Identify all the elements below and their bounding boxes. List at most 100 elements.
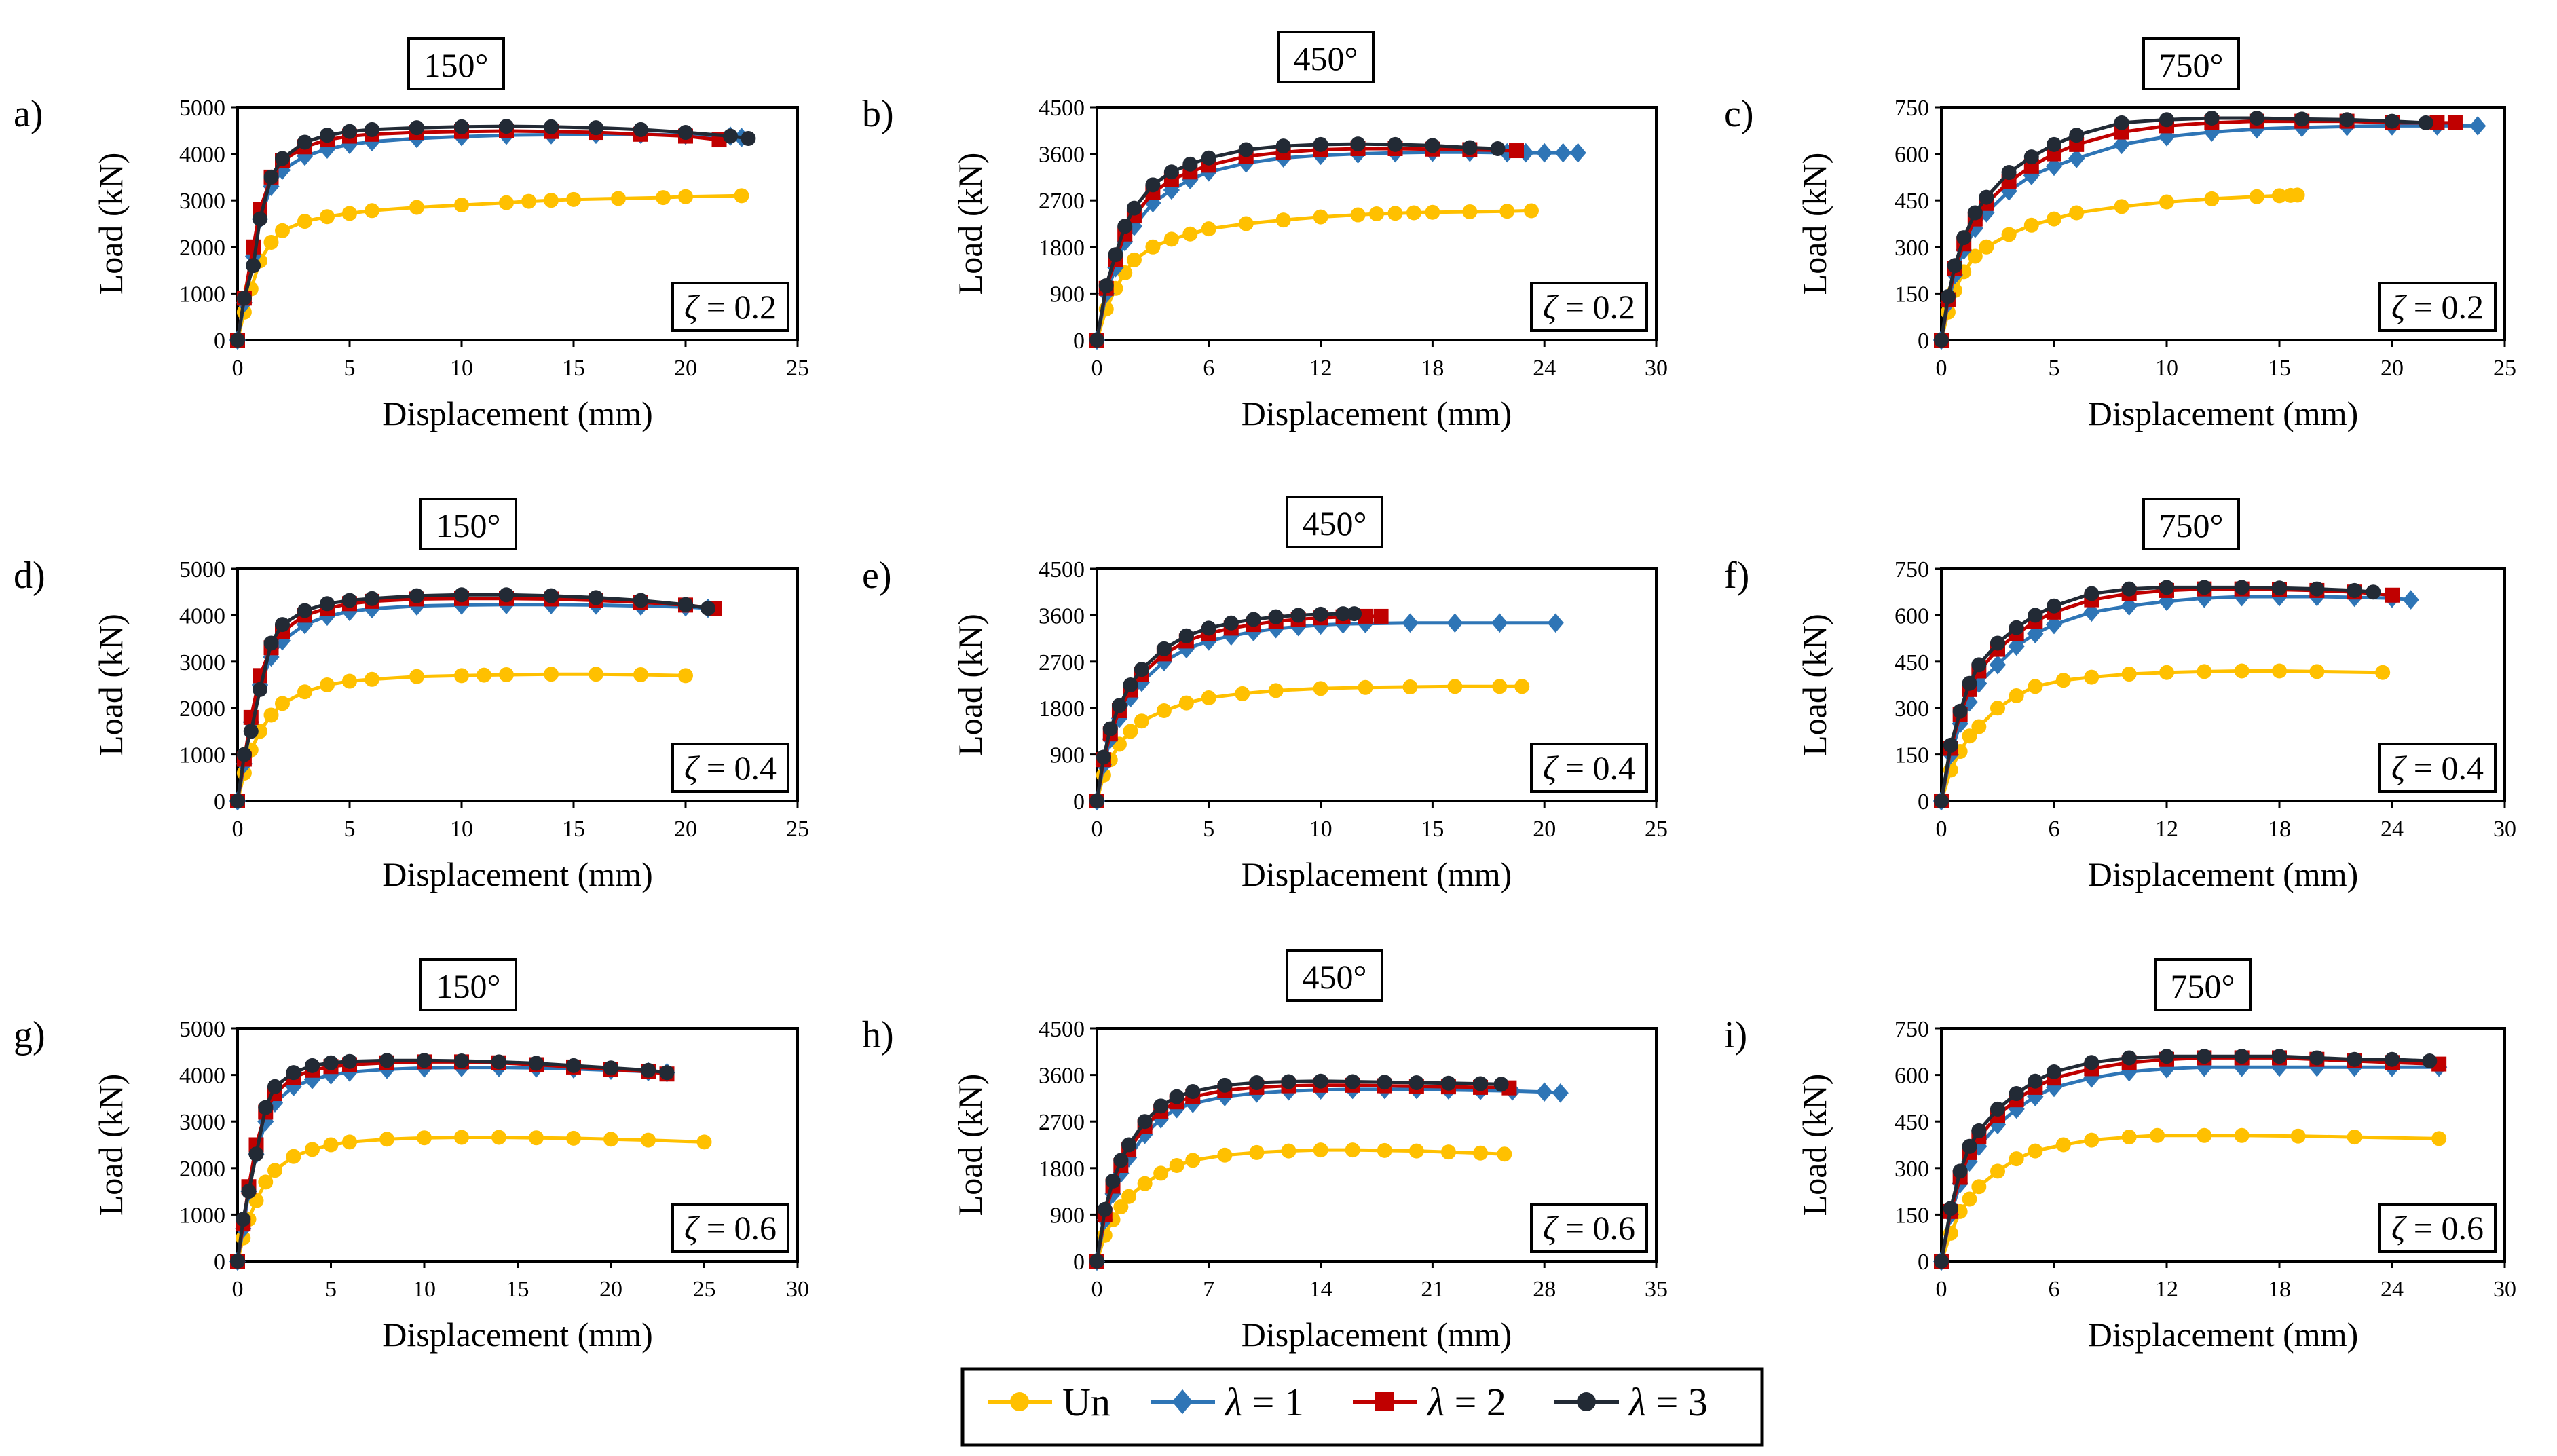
data-point <box>1097 1201 1113 1217</box>
x-tick-label: 25 <box>786 817 809 842</box>
data-point <box>1440 1144 1456 1160</box>
data-point <box>2150 1127 2165 1143</box>
data-point <box>2447 115 2463 130</box>
data-point <box>521 193 536 209</box>
series-line <box>236 603 709 802</box>
y-tick-label: 3000 <box>179 650 225 675</box>
data-point <box>1943 1201 1958 1216</box>
data-point <box>1536 1082 1553 1102</box>
x-axis-title: Displacement (mm) <box>1242 855 1512 893</box>
series-line <box>1095 684 1523 802</box>
x-tick-label: 10 <box>1309 817 1332 842</box>
data-point <box>267 1079 282 1094</box>
data-point <box>2290 1128 2306 1144</box>
data-point <box>603 1060 618 1076</box>
data-point <box>1121 1137 1137 1153</box>
y-tick-label: 3600 <box>1039 1064 1085 1089</box>
data-point <box>1153 1165 1169 1181</box>
legend-marker <box>1172 1389 1193 1415</box>
y-tick-label: 5000 <box>179 1017 225 1042</box>
x-tick-label: 25 <box>786 356 809 381</box>
zeta-symbol: ζ <box>684 749 701 787</box>
data-point <box>241 1184 257 1199</box>
data-point <box>1335 606 1351 622</box>
x-tick-label: 0 <box>1091 817 1103 842</box>
y-tick-label: 1000 <box>179 743 225 768</box>
zeta-box <box>2378 282 2497 332</box>
panel-letter: f) <box>1724 555 1749 597</box>
x-tick-label: 10 <box>450 817 473 842</box>
data-point <box>454 587 469 603</box>
data-point <box>1387 206 1403 221</box>
data-point <box>1111 698 1127 713</box>
data-point <box>1947 258 1962 274</box>
x-tick-label: 20 <box>674 356 697 381</box>
legend-item-un: Un <box>988 1380 1110 1424</box>
data-point <box>1217 1077 1233 1093</box>
plot-frame <box>1940 567 2506 802</box>
chart-panel-h: h) 450° 0 900 1800 2700 3600 4500 0 7 14 21 28 35 Disp… <box>862 949 1668 1354</box>
data-point <box>566 1130 581 1146</box>
data-point <box>2159 194 2174 210</box>
zeta-symbol: ζ <box>1543 288 1559 326</box>
data-point <box>2402 590 2419 610</box>
zeta-label: ζ = 0.2 <box>2391 288 2484 326</box>
data-point <box>544 667 559 682</box>
x-tick-label: 0 <box>1936 817 1947 842</box>
data-point <box>696 1134 712 1150</box>
legend-item-l2: λ = 2 <box>1353 1380 1506 1424</box>
y-tick-label: 600 <box>1895 143 1929 168</box>
data-point <box>2023 217 2039 233</box>
data-point <box>2055 1137 2071 1153</box>
series-line <box>1939 669 2383 802</box>
data-point <box>1238 142 1254 157</box>
x-axis-title: Displacement (mm) <box>2088 1315 2359 1354</box>
series-un <box>1934 1127 2447 1269</box>
zeta-symbol: ζ <box>2391 1209 2408 1247</box>
y-tick-label: 0 <box>214 1250 225 1275</box>
x-tick-label: 21 <box>1421 1277 1444 1302</box>
y-tick-label: 750 <box>1895 1017 1929 1042</box>
chart-panel-i: i) 750° 0 150 300 450 600 750 0 6 12 18 24 30 Displace… <box>1724 958 2516 1354</box>
data-point <box>477 667 491 683</box>
legend-marker <box>1010 1392 1029 1411</box>
x-tick-label: 12 <box>2155 817 2178 842</box>
data-point <box>2309 581 2325 597</box>
data-point <box>2028 1143 2043 1159</box>
data-point <box>258 1174 274 1190</box>
data-point <box>342 124 357 139</box>
data-point <box>1497 1146 1512 1162</box>
data-point <box>2418 115 2433 130</box>
data-point <box>2047 136 2061 152</box>
data-point <box>320 209 335 225</box>
data-point <box>2249 111 2264 126</box>
x-tick-label: 15 <box>1421 817 1444 842</box>
zeta-value: = 0.2 <box>2405 288 2484 326</box>
data-point <box>1952 1163 1968 1179</box>
data-point <box>2121 667 2137 682</box>
data-point <box>2068 149 2085 168</box>
x-tick-label: 30 <box>1645 356 1668 381</box>
data-point <box>1145 239 1161 255</box>
y-tick-label: 1800 <box>1039 1157 1085 1182</box>
data-point <box>1990 1163 2005 1179</box>
data-point <box>236 747 252 762</box>
data-point <box>1979 189 1994 205</box>
y-tick-label: 3000 <box>179 189 225 214</box>
data-point <box>365 671 379 687</box>
temperature-box <box>419 958 517 1011</box>
x-tick-label: 30 <box>786 1277 809 1302</box>
data-point <box>1934 333 1949 348</box>
zeta-value: = 0.2 <box>698 288 777 326</box>
plot-frame <box>1096 567 1658 802</box>
temperature-label: 150° <box>424 46 489 84</box>
data-point <box>2055 673 2071 688</box>
data-point <box>365 122 379 137</box>
data-point <box>1105 1173 1121 1189</box>
data-point <box>1408 1143 1424 1159</box>
data-point <box>2009 620 2024 635</box>
y-tick-label: 600 <box>1895 603 1929 629</box>
data-point <box>1126 200 1142 216</box>
legend-text: = 3 <box>1646 1380 1708 1424</box>
